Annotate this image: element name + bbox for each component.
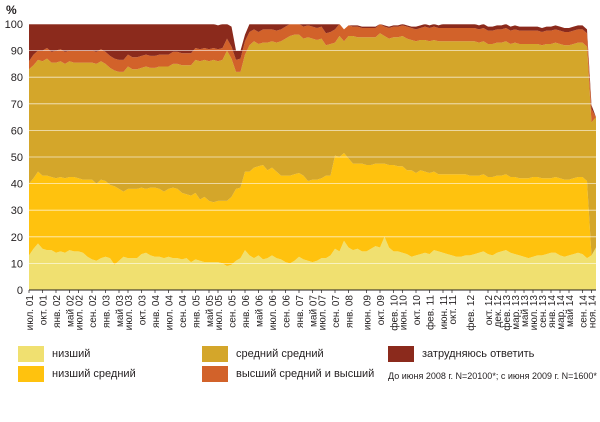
legend-item-no-answer: затрудняюсь ответить: [388, 346, 534, 362]
y-tick-label: 30: [11, 205, 23, 217]
y-tick-label: 10: [11, 258, 23, 270]
x-tick-label: фев. 10: [389, 295, 401, 331]
y-tick-label: 50: [11, 152, 23, 164]
legend-item-middle-middle: средний средний: [202, 346, 324, 362]
y-tick-label: 0: [17, 285, 23, 297]
x-tick-label: сен. 14: [579, 295, 590, 328]
legend-swatch-no-answer: [388, 346, 414, 362]
x-tick-label: фев. 13: [501, 295, 513, 331]
x-tick-label: сен. 06: [282, 295, 293, 328]
x-tick-label: сен. 13: [538, 295, 549, 328]
x-tick-label: окт. 11: [448, 295, 459, 325]
y-tick-label: 100: [5, 19, 23, 31]
x-tick-label: янв. 06: [241, 295, 252, 328]
area-series-3: [29, 24, 596, 123]
y-tick-label: 70: [11, 99, 23, 111]
chart-grid: [29, 23, 596, 264]
x-tick-label: май 05: [205, 295, 216, 327]
x-tick-label: фев. 11: [425, 295, 437, 330]
legend-item-upper: высший средний и высший: [202, 366, 374, 382]
x-tick-label: сен. 05: [228, 295, 239, 328]
x-tick-label: окт. 03: [138, 295, 149, 326]
x-tick-label: янв. 07: [295, 295, 306, 328]
chart-areas: [29, 24, 596, 290]
x-tick-label: июн. 10: [399, 295, 410, 331]
legend-item-low: низший: [18, 346, 90, 362]
x-tick-label: янв. 08: [345, 295, 356, 328]
x-tick-label: июл. 07: [318, 295, 329, 331]
legend-label-lower-middle: низший средний: [52, 368, 136, 380]
sample-size-note: До июня 2008 г. N=20100*; с июня 2009 г.…: [388, 371, 597, 381]
x-tick-label: июн. 09: [363, 295, 374, 331]
legend-label-no-answer: затрудняюсь ответить: [422, 348, 535, 360]
x-tick-label: окт. 09: [376, 295, 387, 326]
x-tick-label: июл. 03: [124, 295, 135, 331]
y-axis: 0 10 20 30 40 50 60 70 80 90 100: [5, 19, 23, 297]
x-tick-label: май 02: [66, 295, 77, 327]
legend-swatch-upper: [202, 366, 228, 382]
y-tick-label: 90: [11, 46, 23, 58]
x-tick-label: янв. 05: [192, 295, 203, 328]
y-tick-label: 40: [11, 179, 23, 191]
x-tick-label: май 03: [115, 295, 126, 327]
x-tick-label: май 06: [255, 295, 266, 327]
legend-item-lower-middle: низший средний: [18, 366, 136, 382]
x-tick-label: янв. 04: [151, 295, 162, 328]
y-tick-label: 80: [11, 72, 23, 84]
legend-label-middle-middle: средний средний: [236, 348, 324, 360]
x-tick-label: июл. 06: [268, 295, 279, 331]
area-series-1: [29, 153, 596, 267]
legend-swatch-lower-middle: [18, 366, 44, 382]
x-tick-label: июл. 02: [75, 295, 86, 331]
x-tick-label: май 13: [520, 295, 531, 327]
x-tick-label: мар. 13: [511, 295, 522, 330]
x-tick-label: окт. 01: [39, 295, 50, 326]
x-tick-label: сен. 07: [331, 295, 342, 328]
area-series-2: [29, 33, 596, 256]
y-tick-label: 20: [11, 232, 23, 244]
y-axis-label: %: [6, 3, 17, 17]
legend-label-upper: высший средний и высший: [236, 368, 375, 380]
x-tick-label: июл. 13: [529, 295, 540, 331]
legend-label-low: низший: [52, 348, 91, 360]
x-tick-label: сен. 04: [178, 295, 189, 328]
x-tick-label: июл. 01: [25, 295, 36, 331]
x-tick-label: окт. 10: [412, 295, 423, 326]
x-tick-label: янв. 03: [102, 295, 113, 328]
x-tick-label: июл. 04: [165, 295, 176, 331]
x-tick-label: фев. 12: [465, 295, 477, 331]
x-tick-label: июл. 05: [214, 295, 225, 331]
y-tick-label: 60: [11, 125, 23, 137]
x-tick-label: сен. 02: [88, 295, 99, 328]
legend-swatch-middle-middle: [202, 346, 228, 362]
x-tick-label: ноя. 14: [588, 295, 599, 329]
x-tick-label: дек. 12: [493, 295, 504, 328]
x-tick-label: янв. 02: [52, 295, 63, 328]
x-tick-label: янв. 14: [547, 295, 558, 328]
x-tick-label: мар. 14: [556, 295, 567, 330]
x-tick-label: май 07: [309, 295, 320, 327]
x-tick-label: июн. 11: [439, 295, 450, 330]
x-tick-label: окт. 12: [484, 295, 495, 326]
legend-swatch-low: [18, 346, 44, 362]
area-series-4: [29, 24, 596, 118]
x-tick-label: май 14: [565, 295, 576, 327]
